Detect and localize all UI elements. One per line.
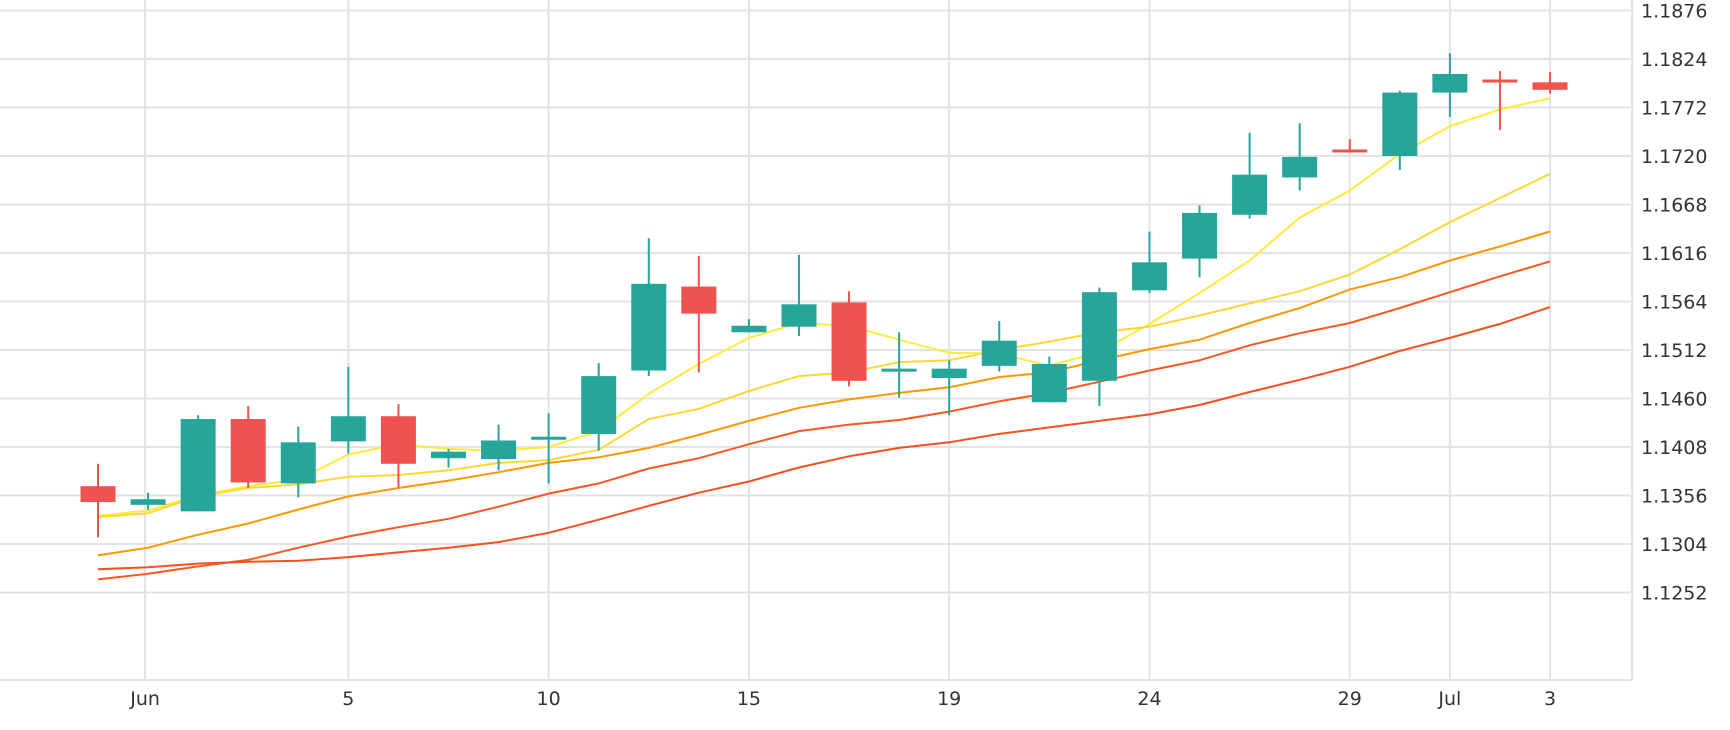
candle[interactable] [80,463,116,538]
x-tick-label: 19 [937,688,961,710]
y-tick-label: 1.1512 [1641,340,1707,362]
y-tick-label: 1.1356 [1641,486,1707,508]
candle[interactable] [1131,231,1167,294]
candle[interactable] [280,426,316,498]
y-tick-label: 1.1824 [1641,49,1707,71]
x-tick-label: 24 [1137,688,1161,710]
x-tick-label: 5 [342,688,354,710]
y-tick-label: 1.1304 [1641,534,1707,556]
candle-body [1081,292,1117,381]
x-tick-label: 3 [1544,688,1556,710]
candle-body [631,283,667,371]
y-tick-label: 1.1564 [1641,292,1707,314]
candle-body [481,440,517,460]
candle-body [831,302,867,381]
candle-body [1282,156,1318,178]
candle[interactable] [380,404,416,488]
x-tick-label: 15 [737,688,761,710]
y-tick-label: 1.1876 [1641,1,1707,23]
candle-body [531,436,567,440]
candle[interactable] [781,254,817,337]
candle[interactable] [1182,205,1218,278]
candle[interactable] [430,448,466,468]
candle[interactable] [330,366,366,454]
x-tick-label: 29 [1338,688,1362,710]
moving-average-line-5 [97,306,1551,571]
candle[interactable] [931,360,967,416]
candle-body [1332,149,1368,153]
candle[interactable] [881,332,917,398]
moving-average-line-2 [97,172,1551,518]
candle-body [430,451,466,459]
candle-body [1482,79,1518,83]
candle[interactable] [1282,123,1318,191]
x-tick-label: 10 [537,688,561,710]
candle-body [1382,92,1418,156]
candle-body [981,340,1017,366]
candle-body [80,486,116,503]
horizontal-gridlines [0,9,1632,594]
candle-body [1131,262,1167,291]
candle-body [1232,174,1268,215]
y-axis-tick-labels: 1.1876 1.1824 1.1772 1.1720 1.1668 1.1616 1.15… [1641,1,1707,605]
candle[interactable] [1482,71,1518,130]
candle[interactable] [180,415,216,512]
candle[interactable] [230,405,266,489]
candle[interactable] [1332,139,1368,153]
candle[interactable] [531,413,567,484]
x-tick-label: Jul [1437,688,1461,710]
candle[interactable] [631,238,667,377]
candle[interactable] [1532,72,1568,94]
moving-average-lines [97,97,1551,581]
candle-body [581,376,617,434]
moving-average-line-1 [97,97,1551,517]
y-tick-label: 1.1408 [1641,437,1707,459]
candle[interactable] [981,321,1017,372]
y-tick-label: 1.1460 [1641,389,1707,411]
candle[interactable] [481,424,517,471]
candle-body [280,442,316,484]
candle[interactable] [1232,132,1268,219]
candle[interactable] [581,363,617,451]
candle-body [180,419,216,512]
candle-body [380,416,416,464]
candle-body [1532,82,1568,90]
candle-body [330,416,366,442]
y-tick-label: 1.1616 [1641,243,1707,265]
y-tick-label: 1.1668 [1641,195,1707,217]
x-tick-label: Jun [129,688,160,710]
moving-average-line-4 [97,260,1551,581]
candle[interactable] [1432,53,1468,117]
candle-body [230,419,266,483]
x-axis-tick-labels: Jun 5 10 15 19 24 29 Jul 3 [129,688,1556,710]
candle[interactable] [681,255,717,373]
candle-body [130,499,166,505]
candle-body [1432,73,1468,93]
candle-body [1182,212,1218,259]
candle[interactable] [1081,287,1117,406]
candle-body [931,368,967,378]
candle[interactable] [831,291,867,387]
candle-body [881,368,917,372]
candle[interactable] [1031,356,1067,403]
candle[interactable] [130,492,166,510]
candle-body [781,304,817,327]
candle-body [1031,363,1067,403]
candles [80,53,1568,538]
candle-body [731,325,767,333]
y-tick-label: 1.1772 [1641,98,1707,120]
y-tick-label: 1.1252 [1641,583,1707,605]
candle-body [681,286,717,314]
y-tick-label: 1.1720 [1641,146,1707,168]
moving-average-line-3 [97,230,1551,557]
candle[interactable] [1382,90,1418,170]
candle[interactable] [731,319,767,333]
